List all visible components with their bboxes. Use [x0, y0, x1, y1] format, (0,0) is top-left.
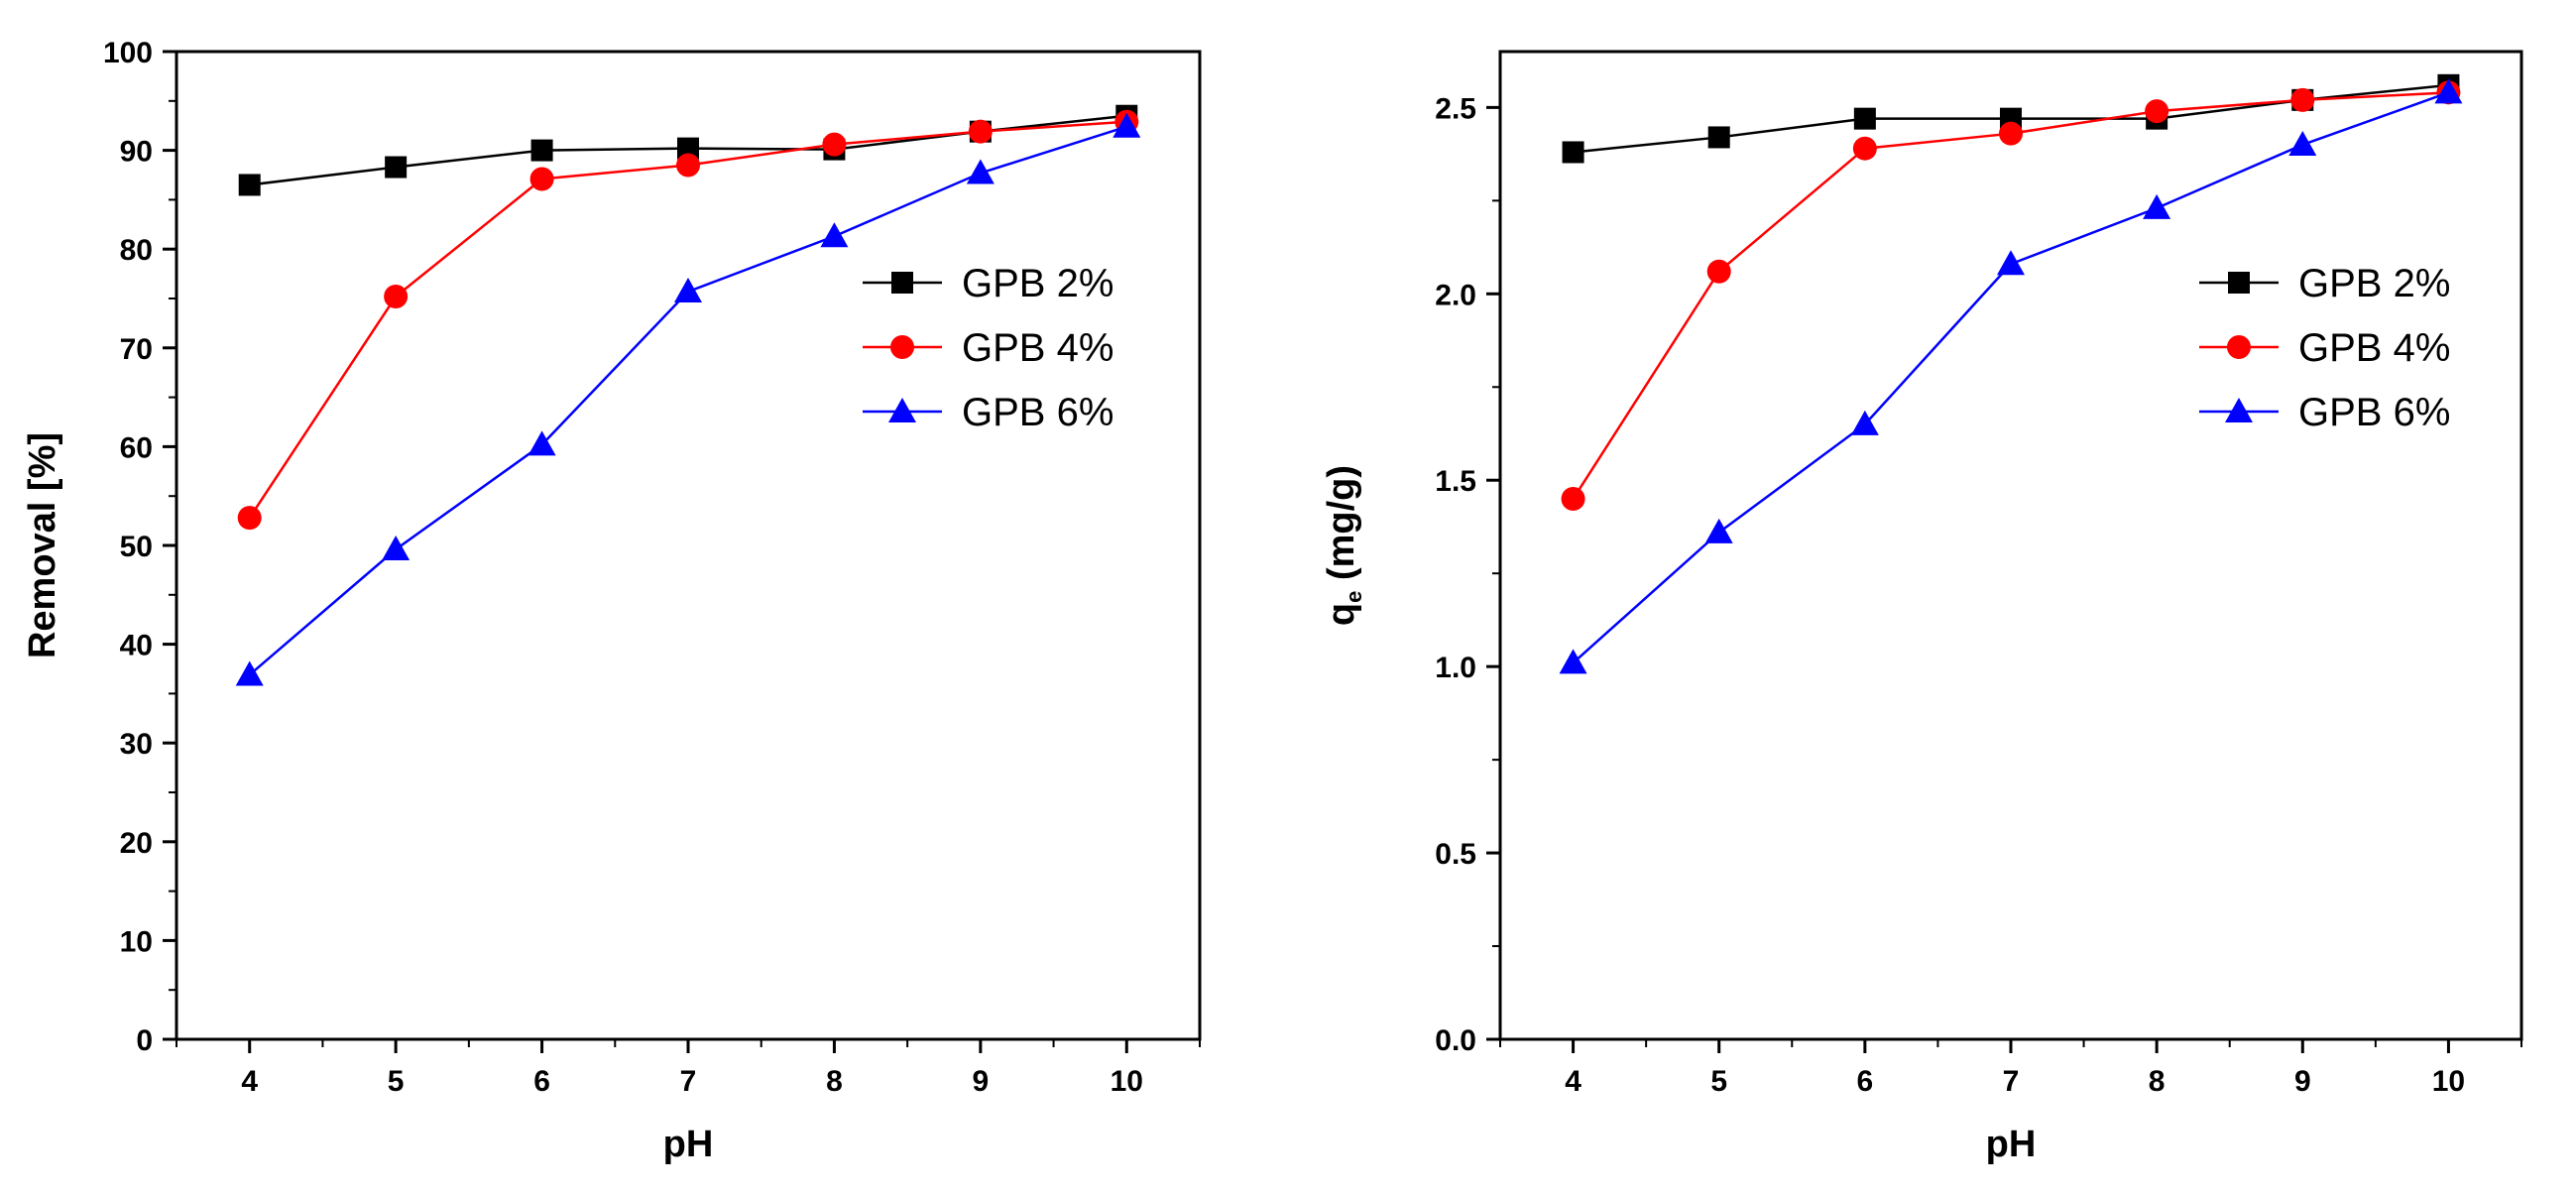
y-tick-label: 80	[120, 234, 153, 267]
data-point	[1850, 410, 1879, 435]
legend-label: GPB 6%	[962, 391, 1113, 434]
y-tick-label: 0	[136, 1024, 153, 1057]
legend-label: GPB 4%	[2298, 326, 2450, 370]
data-point	[2290, 87, 2315, 112]
series-2	[1561, 80, 2461, 512]
x-tick-label: 7	[680, 1065, 697, 1098]
y-tick-label: 70	[120, 333, 153, 366]
y-axis-title-subscript: e	[1342, 591, 1366, 603]
data-point	[1707, 126, 1730, 149]
y-tick-label: 40	[120, 630, 153, 662]
series-3	[235, 112, 1141, 686]
data-point	[1999, 121, 2023, 146]
series-1	[1562, 73, 2460, 164]
data-point	[1997, 250, 2025, 276]
legend-marker	[890, 335, 914, 359]
data-point	[1562, 141, 1584, 164]
x-tick-label: 6	[533, 1065, 550, 1098]
data-point	[820, 222, 849, 248]
data-point	[385, 156, 408, 179]
data-point	[382, 535, 410, 560]
y-tick-label: 30	[120, 728, 153, 761]
y-tick-label: 0.5	[1435, 838, 1476, 871]
y-tick-label: 1.0	[1435, 652, 1476, 684]
data-point	[529, 167, 554, 191]
series-2	[237, 109, 1139, 531]
x-tick-label: 5	[1710, 1065, 1727, 1098]
series-line	[1572, 91, 2449, 664]
legend-label: GPB 2%	[962, 262, 1113, 305]
x-tick-label: 10	[1111, 1065, 1143, 1098]
legend-marker	[2228, 272, 2250, 294]
x-tick-label: 8	[826, 1065, 843, 1098]
y-tick-label: 2.0	[1435, 279, 1476, 311]
data-point	[822, 132, 847, 157]
x-tick-label: 9	[973, 1065, 990, 1098]
series-3	[1559, 78, 2463, 674]
data-point	[676, 153, 700, 178]
data-point	[677, 137, 699, 160]
data-point	[384, 285, 409, 309]
x-tick-label: 4	[1565, 1065, 1581, 1098]
data-point	[1853, 107, 1876, 130]
y-axis-title-unit: (mg/g)	[1321, 465, 1362, 591]
data-point	[235, 660, 264, 686]
data-point	[2288, 130, 2317, 156]
x-axis-title: pH	[1986, 1124, 2037, 1165]
x-tick-label: 9	[2294, 1065, 2311, 1098]
data-point	[237, 506, 262, 531]
legend-label: GPB 2%	[2298, 262, 2450, 305]
x-tick-label: 4	[241, 1065, 258, 1098]
data-point	[1852, 136, 1877, 161]
y-tick-label: 90	[120, 136, 153, 169]
x-tick-label: 7	[2003, 1065, 2020, 1098]
legend: GPB 2% GPB 4% GPB 6%	[2199, 262, 2450, 434]
legend: GPB 2% GPB 4% GPB 6%	[863, 262, 1113, 434]
data-point	[968, 119, 993, 144]
x-tick-label: 6	[1857, 1065, 1874, 1098]
chart-panel-2: 4 5 6 7 8 9 10 0.0 0.5 1.0 1.5 2.0 2.5 pH qe (mg/g) GPB…	[1321, 50, 2523, 1165]
series-1	[238, 104, 1138, 196]
y-tick-label: 100	[103, 37, 153, 69]
y-tick-label: 10	[120, 925, 153, 958]
data-point	[1704, 518, 1733, 543]
y-tick-label: 2.5	[1435, 92, 1476, 125]
data-point	[530, 139, 553, 162]
x-axis-title: pH	[663, 1124, 714, 1165]
legend-marker	[888, 398, 916, 422]
series-line	[248, 120, 1127, 519]
data-point	[1706, 259, 1731, 284]
x-tick-label: 8	[2149, 1065, 2166, 1098]
data-point	[238, 174, 261, 196]
y-axis-title: qe (mg/g)	[1321, 465, 1366, 626]
plot-frame	[175, 50, 1202, 1041]
legend-marker	[2227, 335, 2251, 359]
legend-label: GPB 6%	[2298, 391, 2450, 434]
y-tick-label: 50	[120, 531, 153, 563]
data-point	[1561, 487, 1585, 512]
y-tick-label: 20	[120, 827, 153, 860]
x-tick-label: 5	[388, 1065, 405, 1098]
y-tick-label: 0.0	[1435, 1024, 1476, 1057]
chart-panel-1: 4 5 6 7 8 9 100102030405060708090100pHRemoval …	[22, 37, 1202, 1165]
y-tick-label: 60	[120, 431, 153, 464]
y-axis-title-main: q	[1321, 603, 1362, 626]
data-point	[674, 278, 702, 303]
data-point	[1559, 649, 1587, 674]
legend-marker	[891, 272, 913, 294]
y-axis-title: Removal [%]	[22, 432, 63, 658]
y-tick-label: 1.5	[1435, 465, 1476, 498]
data-point	[966, 159, 995, 184]
x-tick-label: 10	[2432, 1065, 2465, 1098]
legend-marker	[2225, 398, 2253, 422]
data-point	[2143, 193, 2171, 219]
legend-label: GPB 4%	[962, 326, 1113, 370]
plot-frame	[1498, 50, 2523, 1041]
data-point	[1112, 112, 1141, 138]
data-point	[2145, 99, 2169, 124]
data-point	[527, 430, 556, 456]
data-point	[2434, 78, 2463, 104]
